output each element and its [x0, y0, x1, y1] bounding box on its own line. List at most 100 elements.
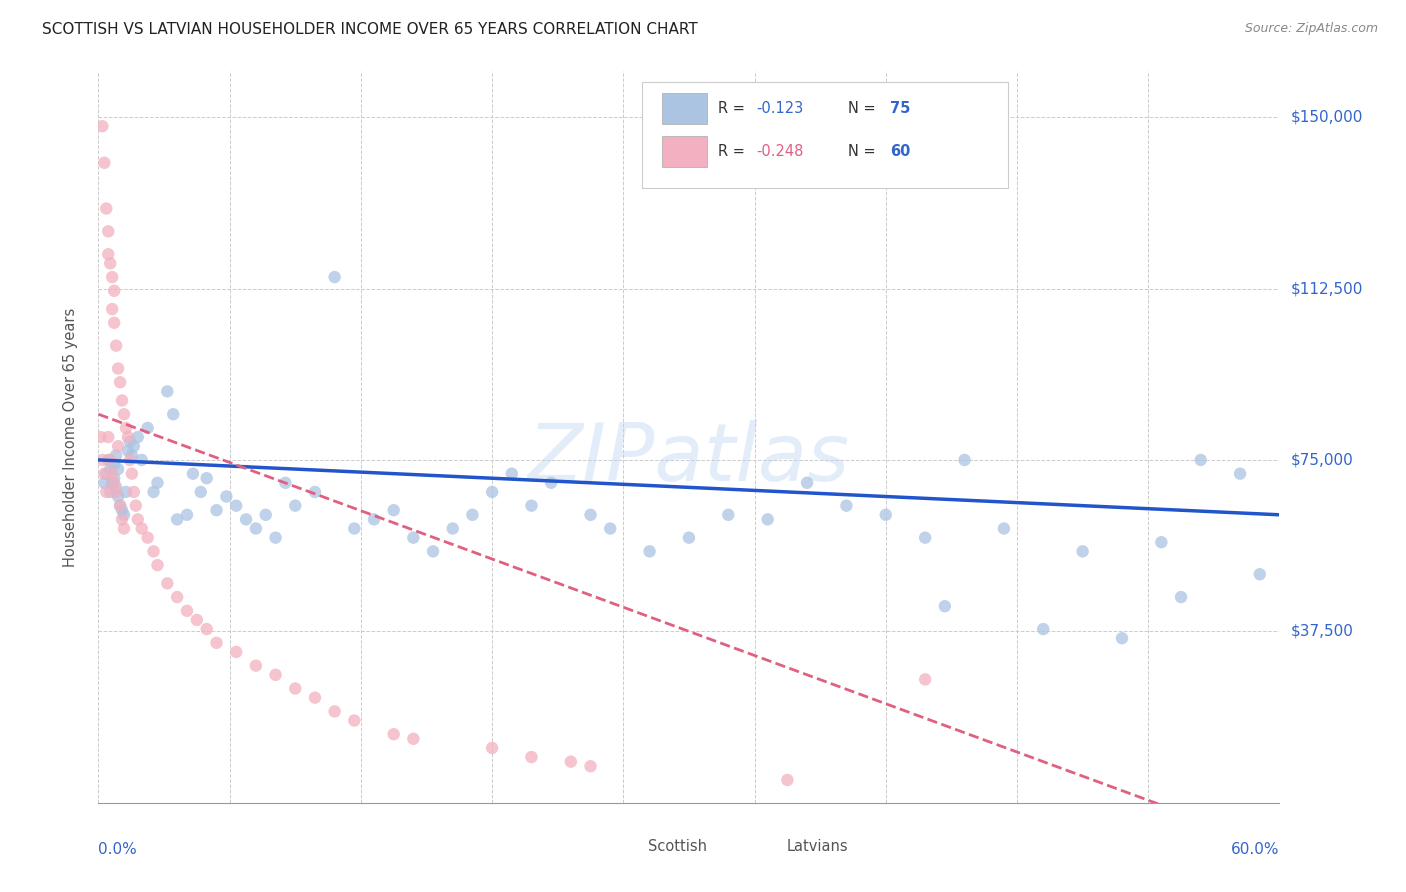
Point [176, 604, 198, 618]
Point [205, 636, 228, 650]
Point [934, 599, 956, 614]
Point [875, 508, 897, 522]
Point [107, 490, 129, 504]
Text: Source: ZipAtlas.com: Source: ZipAtlas.com [1244, 22, 1378, 36]
Point [304, 484, 326, 499]
Point [235, 512, 257, 526]
Point [1150, 535, 1173, 549]
Point [97, 224, 120, 238]
Point [284, 499, 307, 513]
Point [382, 503, 405, 517]
Text: $37,500: $37,500 [1291, 624, 1354, 639]
Point [1111, 632, 1133, 646]
Point [122, 484, 145, 499]
Point [264, 667, 287, 681]
Point [1071, 544, 1094, 558]
Point [245, 521, 267, 535]
Point [166, 512, 188, 526]
Point [105, 484, 128, 499]
Point [225, 499, 247, 513]
Point [97, 247, 120, 261]
Point [98, 462, 121, 476]
Point [560, 755, 582, 769]
Text: 60.0%: 60.0% [1232, 842, 1279, 856]
Point [914, 673, 936, 687]
Point [122, 439, 145, 453]
Point [111, 393, 134, 408]
Point [717, 508, 740, 522]
Point [97, 453, 120, 467]
Point [678, 531, 700, 545]
Point [520, 499, 543, 513]
Text: -0.248: -0.248 [756, 145, 804, 159]
Text: R =: R = [718, 101, 749, 116]
Point [103, 284, 125, 298]
Point [96, 467, 118, 481]
Point [225, 645, 247, 659]
Point [343, 714, 366, 728]
FancyBboxPatch shape [662, 93, 707, 123]
Text: Scottish: Scottish [648, 839, 707, 855]
Point [98, 484, 121, 499]
Point [402, 531, 425, 545]
Point [540, 475, 562, 490]
Point [176, 508, 198, 522]
Point [93, 155, 115, 169]
Point [103, 471, 125, 485]
Point [156, 576, 179, 591]
Point [756, 512, 779, 526]
Point [501, 467, 523, 481]
Point [323, 705, 346, 719]
Point [304, 690, 326, 705]
Text: Latvians: Latvians [787, 839, 849, 855]
Point [93, 467, 115, 481]
FancyBboxPatch shape [641, 82, 1008, 188]
Text: SCOTTISH VS LATVIAN HOUSEHOLDER INCOME OVER 65 YEARS CORRELATION CHART: SCOTTISH VS LATVIAN HOUSEHOLDER INCOME O… [42, 22, 697, 37]
Point [264, 531, 287, 545]
Point [1032, 622, 1054, 636]
Text: $112,500: $112,500 [1291, 281, 1362, 296]
Point [96, 202, 118, 216]
FancyBboxPatch shape [745, 837, 779, 857]
Point [162, 407, 184, 421]
Point [142, 484, 165, 499]
Point [115, 484, 138, 499]
Point [323, 270, 346, 285]
Point [422, 544, 444, 558]
Point [112, 521, 135, 535]
Point [112, 407, 135, 421]
Point [1249, 567, 1271, 582]
Point [215, 490, 238, 504]
Point [343, 521, 366, 535]
Point [638, 544, 661, 558]
Point [481, 484, 503, 499]
Point [117, 430, 139, 444]
Point [579, 508, 602, 522]
Point [111, 512, 134, 526]
Point [1189, 453, 1212, 467]
FancyBboxPatch shape [606, 837, 640, 857]
Point [108, 499, 131, 513]
Point [520, 750, 543, 764]
Point [245, 658, 267, 673]
Text: ZIPatlas: ZIPatlas [527, 420, 851, 498]
Point [1229, 467, 1251, 481]
Point [121, 467, 143, 481]
Point [461, 508, 484, 522]
Point [993, 521, 1015, 535]
Point [441, 521, 464, 535]
Point [89, 430, 111, 444]
FancyBboxPatch shape [662, 136, 707, 167]
Point [131, 521, 153, 535]
Point [96, 484, 118, 499]
Point [914, 531, 936, 545]
Point [127, 512, 149, 526]
Text: 60: 60 [890, 145, 910, 159]
Point [131, 453, 153, 467]
Text: N =: N = [848, 101, 880, 116]
Point [98, 256, 121, 270]
Y-axis label: Householder Income Over 65 years: Householder Income Over 65 years [63, 308, 77, 566]
Point [105, 480, 128, 494]
Point [195, 622, 218, 636]
Point [402, 731, 425, 746]
